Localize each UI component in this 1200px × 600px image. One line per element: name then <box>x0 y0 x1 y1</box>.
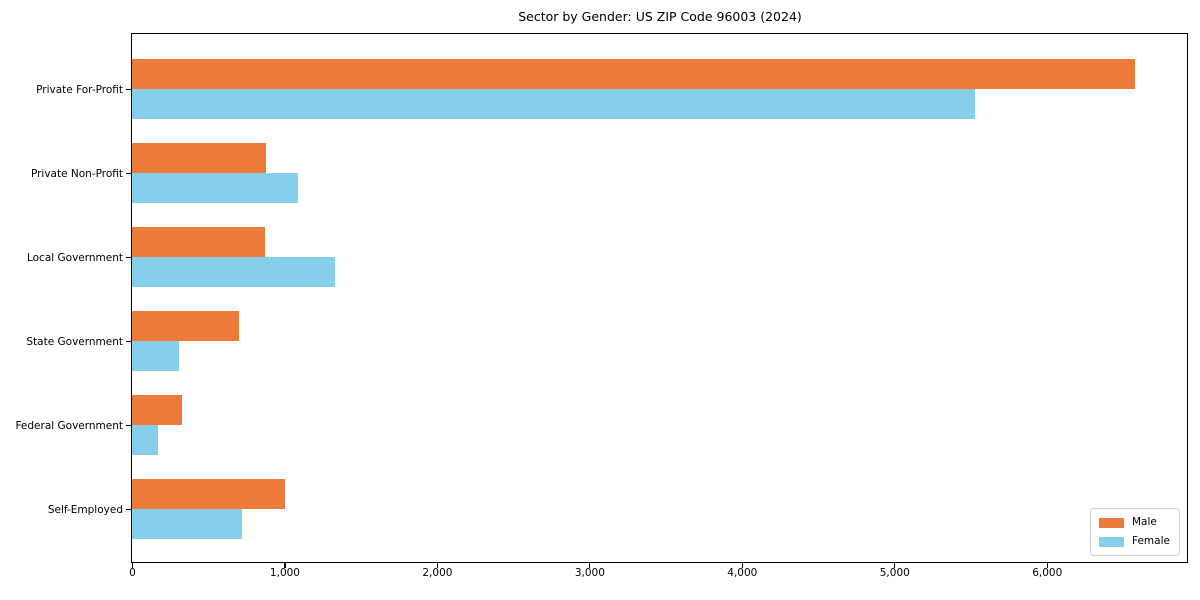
x-tick-mark <box>436 563 438 568</box>
x-tick-label: 2,000 <box>422 567 453 579</box>
legend-swatch-male <box>1099 517 1124 528</box>
x-tick-label: 5,000 <box>879 567 910 579</box>
y-tick-mark <box>126 340 132 343</box>
x-tick-mark <box>131 563 134 568</box>
plot-area <box>131 33 1188 563</box>
x-tick-mark <box>284 563 286 568</box>
bar-female-4 <box>132 341 180 371</box>
legend-label: Female <box>1132 535 1170 547</box>
x-tick-label: 6,000 <box>1032 567 1063 579</box>
y-tick-mark <box>126 256 132 259</box>
legend: Male Female <box>1090 508 1180 556</box>
legend-item-male: Male <box>1099 515 1171 530</box>
x-tick-label: 3,000 <box>574 567 605 579</box>
bar-male-1 <box>132 59 1136 89</box>
bar-female-5 <box>132 425 158 455</box>
y-tick-label: Federal Government <box>15 419 123 432</box>
bar-female-6 <box>132 509 242 539</box>
y-tick-label: Local Government <box>26 251 123 264</box>
bar-male-5 <box>132 395 183 425</box>
y-tick-mark <box>126 508 132 511</box>
bar-male-2 <box>132 143 267 173</box>
y-tick-label: Private Non-Profit <box>30 167 123 180</box>
x-tick-mark <box>1046 563 1048 568</box>
x-tick-mark <box>589 563 591 568</box>
x-tick-mark <box>894 563 896 568</box>
bar-female-1 <box>132 89 976 119</box>
bar-female-3 <box>132 257 335 287</box>
legend-item-female: Female <box>1099 534 1171 549</box>
x-tick-label: 0 <box>129 567 136 579</box>
bar-male-4 <box>132 311 239 341</box>
y-tick-label: Self-Employed <box>47 503 123 516</box>
x-tick-mark <box>741 563 743 568</box>
y-tick-mark <box>126 172 132 175</box>
x-tick-label: 4,000 <box>727 567 758 579</box>
bar-female-2 <box>132 173 299 203</box>
y-tick-mark <box>126 424 132 427</box>
chart-title: Sector by Gender: US ZIP Code 96003 (202… <box>518 9 802 24</box>
x-tick-label: 1,000 <box>269 567 300 579</box>
legend-label: Male <box>1132 516 1157 528</box>
y-tick-label: Private For-Profit <box>36 83 123 96</box>
legend-swatch-female <box>1099 536 1124 547</box>
bar-male-3 <box>132 227 265 257</box>
y-tick-label: State Government <box>26 335 123 348</box>
y-tick-mark <box>126 88 132 91</box>
bar-male-6 <box>132 479 285 509</box>
